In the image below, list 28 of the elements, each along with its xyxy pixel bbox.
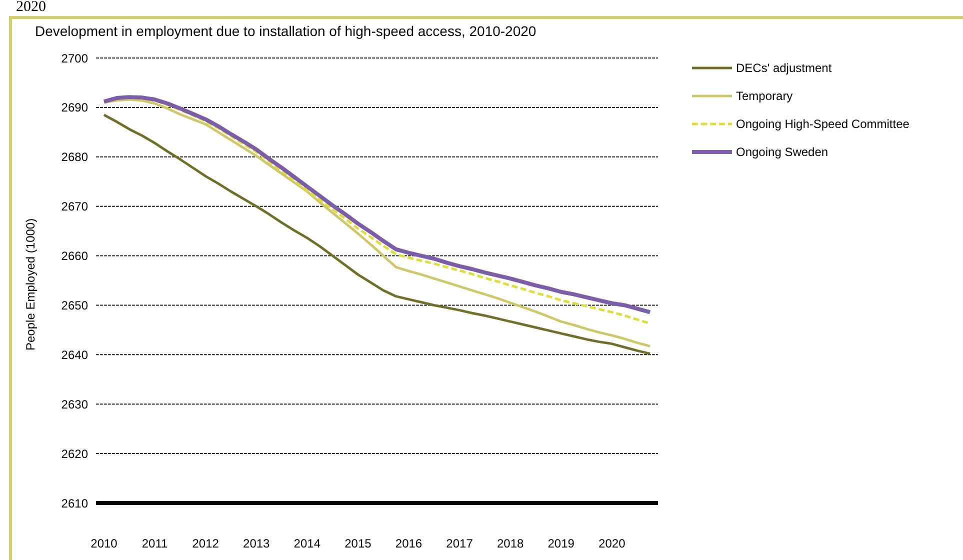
y-tick-label: 2680 xyxy=(61,150,88,164)
x-tick-label: 2014 xyxy=(294,536,321,551)
y-tick-label: 2670 xyxy=(61,200,88,214)
x-tick-label: 2010 xyxy=(90,536,118,551)
x-tick-label: 2011 xyxy=(142,536,168,551)
text: 2020 xyxy=(16,0,46,16)
y-tick-label: 2690 xyxy=(61,100,88,115)
x-tick-label: 2018 xyxy=(496,536,524,551)
y-axis-title: People Employed (1000) xyxy=(23,218,38,350)
x-tick-label: 2013 xyxy=(243,536,270,551)
x-tick-label: 2017 xyxy=(446,536,474,551)
y-tick-label: 2630 xyxy=(61,397,88,412)
x-tick-label: 2015 xyxy=(344,536,372,551)
y-tick-label: 2660 xyxy=(61,249,88,264)
x-tick-label: 2019 xyxy=(548,536,575,551)
legend-label: Temporary xyxy=(736,89,793,103)
y-tick-label: 2620 xyxy=(61,446,88,461)
chart-title: Development in employment due to installation of high-speed access, 2010-2020 xyxy=(35,23,536,39)
y-tick-label: 2650 xyxy=(61,298,88,312)
y-tick-label: 2610 xyxy=(61,496,88,510)
legend-label: DECs' adjustment xyxy=(736,61,832,75)
legend-label: Ongoing Sweden xyxy=(736,145,828,159)
x-tick-label: 2016 xyxy=(395,536,422,551)
x-tick-label: 2012 xyxy=(192,536,220,551)
y-tick-label: 2700 xyxy=(61,51,88,66)
x-tick-label: 2020 xyxy=(598,536,626,551)
legend-label: Ongoing High-Speed Committee xyxy=(736,117,910,131)
y-tick-label: 2640 xyxy=(61,348,88,362)
